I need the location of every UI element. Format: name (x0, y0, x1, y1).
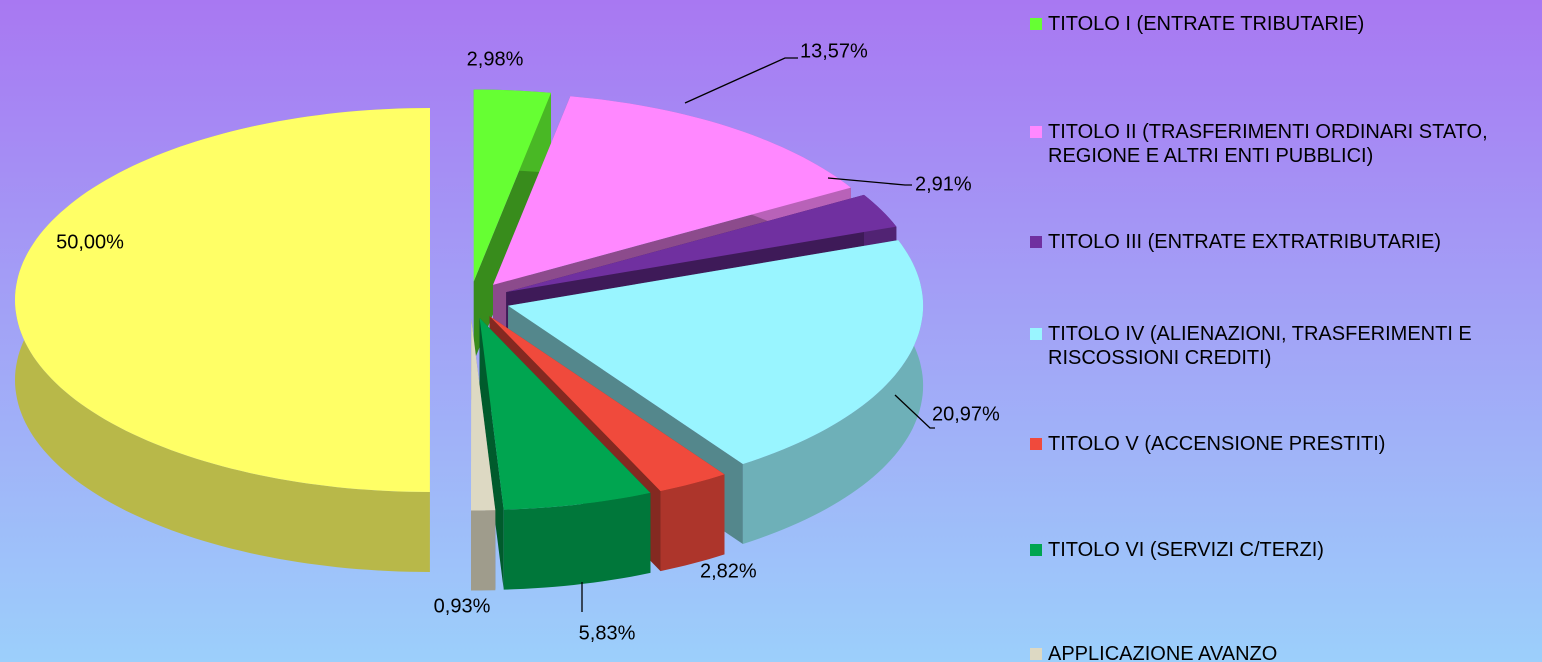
legend: TITOLO I (ENTRATE TRIBUTARIE) TITOLO II (… (1030, 0, 1535, 662)
slice-top (506, 194, 897, 293)
legend-swatch (1030, 648, 1042, 660)
slice-top (471, 318, 496, 511)
data-label: 13,57% (800, 40, 868, 62)
slice-side (471, 510, 496, 591)
legend-label: TITOLO IV (ALIENAZIONI, TRASFERIMENTI E … (1048, 323, 1472, 369)
data-label: 5,83% (579, 622, 636, 644)
data-label: 20,97% (932, 403, 1000, 425)
slice-top (493, 96, 851, 285)
legend-item: TITOLO IV (ALIENAZIONI, TRASFERIMENTI E … (1030, 322, 1535, 370)
data-label: 2,98% (467, 48, 524, 70)
leader-line (684, 57, 798, 104)
slice-top (479, 318, 651, 510)
legend-label: APPLICAZIONE AVANZO (1048, 643, 1278, 662)
legend-label: TITOLO III (ENTRATE EXTRATRIBUTARIE) (1048, 231, 1441, 253)
legend-item: TITOLO V (ACCENSIONE PRESTITI) (1030, 432, 1535, 456)
slice-side (503, 492, 651, 590)
legend-item: TITOLO I (ENTRATE TRIBUTARIE) (1030, 12, 1535, 36)
legend-item: APPLICAZIONE AVANZO (1030, 642, 1535, 662)
chart: 2,98% 13,57% 2,91% 20,97% 2,82% 5,83% 0,93% 50,… (15, 40, 1000, 644)
legend-label: TITOLO VI (SERVIZI C/TERZI) (1048, 539, 1324, 561)
data-label: 2,91% (915, 173, 972, 195)
legend-swatch (1030, 438, 1042, 450)
data-label: 2,82% (700, 560, 757, 582)
legend-swatch (1030, 18, 1042, 30)
slice-top (508, 240, 924, 464)
slice (471, 318, 496, 591)
legend-label: TITOLO I (ENTRATE TRIBUTARIE) (1048, 13, 1365, 35)
slice-top (15, 108, 430, 492)
legend-swatch (1030, 544, 1042, 556)
legend-item: TITOLO II (TRASFERIMENTI ORDINARI STATO,… (1030, 120, 1535, 168)
slice-wall (479, 318, 504, 590)
slice (479, 318, 651, 590)
leader-line (894, 394, 935, 429)
legend-swatch (1030, 328, 1042, 340)
legend-label: TITOLO V (ACCENSIONE PRESTITI) (1048, 433, 1386, 455)
slice-side (742, 240, 924, 544)
legend-label: TITOLO II (TRASFERIMENTI ORDINARI STATO,… (1048, 121, 1488, 167)
legend-swatch (1030, 236, 1042, 248)
leader-line (827, 177, 912, 186)
legend-item: TITOLO III (ENTRATE EXTRATRIBUTARIE) (1030, 230, 1535, 254)
slice-top (473, 89, 551, 282)
slice (15, 108, 430, 572)
data-label: 50,00% (56, 231, 124, 253)
slice-top (489, 316, 725, 492)
slice-side (660, 474, 725, 572)
legend-swatch (1030, 126, 1042, 138)
legend-item: TITOLO VI (SERVIZI C/TERZI) (1030, 538, 1535, 562)
data-label: 0,93% (434, 595, 491, 617)
